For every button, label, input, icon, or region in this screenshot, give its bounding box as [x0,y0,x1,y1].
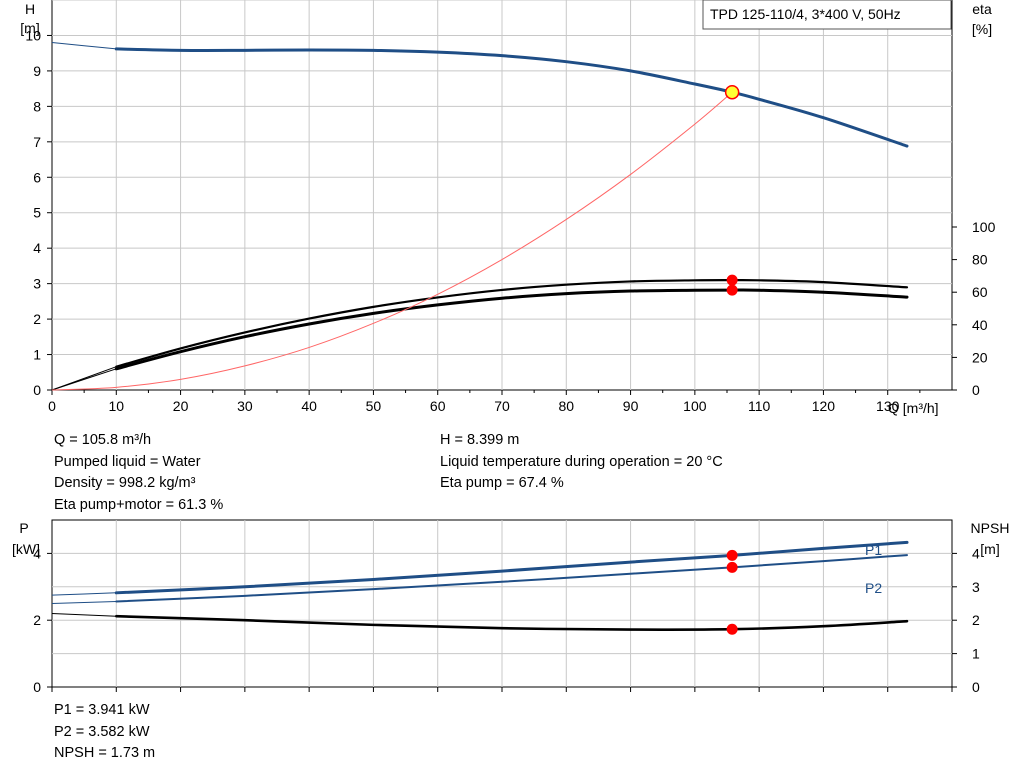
x-tick-label: 120 [812,398,836,414]
y-right-tick-label: 0 [972,382,980,398]
eta-pump-motor-curve-extension [51,368,117,391]
operating-point-power [726,561,738,573]
info-top-left: Q = 105.8 m³/h Pumped liquid = Water Den… [54,430,223,516]
y-left-tick-label: 0 [33,382,41,398]
y-left-unit: [m] [20,20,39,36]
npsh-curve [114,614,909,631]
bottom-y-right-tick-label: 4 [972,545,980,561]
x-axis-label: Q [m³/h] [888,400,939,416]
chart-title: TPD 125-110/4, 3*400 V, 50Hz [710,6,901,22]
x-tick-label: 10 [108,398,124,414]
y-left-tick-label: 2 [33,311,41,327]
eta-pump-curve [115,278,909,368]
p1-curve [114,540,909,595]
operating-point-eta [726,274,738,286]
y-right-tick-label: 60 [972,284,988,300]
y-right-unit: [%] [972,21,992,37]
info-temperature: Liquid temperature during operation = 20… [440,453,723,470]
info-liquid: Pumped liquid = Water [54,453,201,470]
p2-series-label: P2 [865,580,882,596]
eta-pump-motor-curve [114,288,909,371]
info-head: H = 8.399 m [440,432,520,448]
power-axis-label: P [19,520,28,536]
x-tick-label: 130 [876,398,900,414]
y-right-tick-label: 80 [972,252,988,268]
p2-curve [115,554,908,603]
y-left-tick-label: 6 [33,169,41,185]
y-right-tick-label: 40 [972,317,988,333]
y-left-tick-label: 4 [33,240,41,256]
y-left-label: H [25,1,35,17]
operating-point-eta [726,284,738,296]
y-left-tick-label: 9 [33,63,41,79]
head-curve [114,47,909,148]
npsh-axis-unit: [m] [980,541,999,557]
info-p1: P1 = 3.941 kW [54,702,150,718]
y-left-tick-label: 8 [33,98,41,114]
x-tick-label: 110 [748,398,771,414]
npsh-curve-extension [51,613,117,617]
y-left-tick-label: 10 [25,27,41,43]
info-flow: Q = 105.8 m³/h [54,432,152,448]
x-tick-label: 100 [683,398,707,414]
info-bottom: P1 = 3.941 kW P2 = 3.582 kW NPSH = 1.73 … [54,700,155,765]
x-tick-label: 40 [301,398,317,414]
y-right-tick-label: 20 [972,349,988,365]
x-tick-label: 90 [623,398,639,414]
y-right-label: eta [972,1,992,17]
bottom-y-right-tick-label: 1 [972,646,980,662]
operating-point-power [726,549,738,561]
x-tick-label: 80 [558,398,574,414]
bottom-y-left-tick-label: 2 [33,612,41,628]
bottom-y-left-tick-label: 0 [33,679,41,695]
y-right-tick-label: 100 [972,219,996,235]
bottom-y-right-tick-label: 2 [972,612,980,628]
p1-series-label: P1 [865,542,882,558]
bottom-y-right-tick-label: 3 [972,579,980,595]
x-tick-label: 70 [494,398,510,414]
bottom-y-left-tick-label: 4 [33,545,41,561]
info-npsh: NPSH = 1.73 m [54,745,156,761]
info-density: Density = 998.2 kg/m³ [54,475,196,491]
info-eta-pump: Eta pump = 67.4 % [440,475,564,491]
p1-curve-extension [51,592,117,596]
head-curve-extension [51,42,117,50]
x-tick-label: 60 [430,398,446,414]
bottom-y-right-tick-label: 0 [972,679,980,695]
x-tick-label: 50 [366,398,382,414]
x-tick-label: 30 [237,398,253,414]
y-left-tick-label: 1 [33,347,41,363]
title-box [702,0,952,30]
y-left-tick-label: 7 [33,134,41,150]
info-top-right: H = 8.399 m Liquid temperature during op… [440,430,723,495]
y-left-tick-label: 3 [33,276,41,292]
power-axis-unit: [kW] [12,541,40,557]
npsh-axis-label: NPSH [971,520,1010,536]
x-tick-label: 20 [173,398,189,414]
info-eta-pump-motor: Eta pump+motor = 61.3 % [54,496,224,513]
operating-point-power [726,623,738,635]
x-tick-label: 0 [48,398,56,414]
system-curve [51,91,733,391]
p2-curve-extension [51,600,117,604]
info-p2: P2 = 3.582 kW [54,723,150,740]
y-left-tick-label: 5 [33,205,41,221]
operating-point-head [724,84,740,100]
